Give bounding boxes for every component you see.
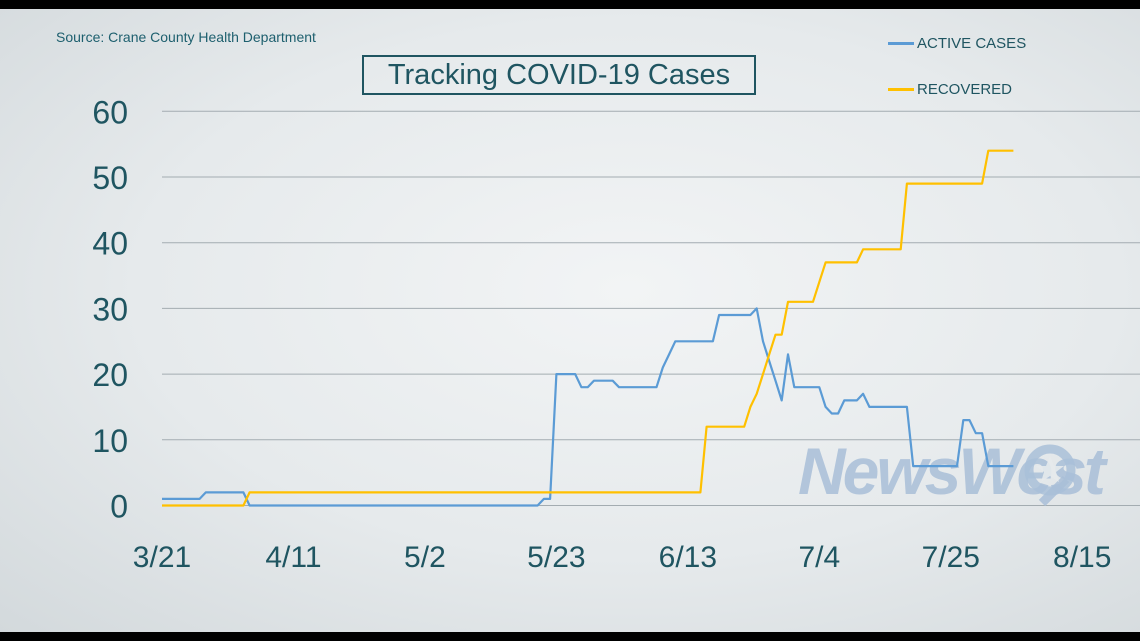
x-tick-4-11: 4/11 xyxy=(265,541,321,574)
y-tick-10: 10 xyxy=(92,423,128,459)
x-tick-7-4: 7/4 xyxy=(798,541,840,574)
y-tick-60: 60 xyxy=(92,94,128,130)
series-line-active-cases xyxy=(162,307,1014,507)
x-tick-7-25: 7/25 xyxy=(922,541,980,574)
y-tick-50: 50 xyxy=(92,160,128,196)
logo-tail-icon xyxy=(1038,475,1070,507)
legend-label-active: ACTIVE CASES xyxy=(917,34,1027,52)
legend-item-active: ACTIVE CASES xyxy=(888,33,1026,53)
x-tick-5-2: 5/2 xyxy=(404,541,446,574)
x-tick-6-13: 6/13 xyxy=(659,541,717,574)
legend-label-recovered: RECOVERED xyxy=(917,80,1013,98)
y-tick-30: 30 xyxy=(92,291,128,327)
legend-item-recovered: RECOVERED xyxy=(888,79,1026,99)
x-tick-8-15: 8/15 xyxy=(1053,541,1111,574)
y-axis-ticks: 0 10 20 30 40 50 60 xyxy=(92,94,128,524)
legend-swatch-active xyxy=(888,41,914,45)
newswest-wordmark: NewsWest xyxy=(798,434,1109,508)
x-axis-ticks: 3/21 4/11 5/2 5/23 6/13 7/4 7/25 8/15 xyxy=(133,541,1112,574)
y-tick-40: 40 xyxy=(92,226,128,262)
x-tick-3-21: 3/21 xyxy=(133,541,191,574)
logo-star-icon xyxy=(1036,456,1064,482)
line-chart: 0 10 20 30 40 50 60 3/21 4/11 5/2 5/23 6/13 7/4 7/25… xyxy=(92,94,1140,574)
legend: ACTIVE CASES RECOVERED xyxy=(888,33,1026,125)
chart-frame: Source: Crane County Health Department T… xyxy=(0,9,1140,632)
chart-title: Tracking COVID-19 Cases xyxy=(387,58,731,91)
series-lines xyxy=(162,149,1014,507)
y-tick-0: 0 xyxy=(110,489,128,525)
chart-title-box: Tracking COVID-19 Cases xyxy=(362,55,756,95)
legend-swatch-recovered xyxy=(888,87,914,91)
x-tick-5-23: 5/23 xyxy=(527,541,585,574)
source-label: Source: Crane County Health Department xyxy=(56,29,316,45)
newswest-logo: NewsWest xyxy=(798,434,1112,508)
series-line-recovered xyxy=(162,149,1014,507)
y-tick-20: 20 xyxy=(92,357,128,393)
